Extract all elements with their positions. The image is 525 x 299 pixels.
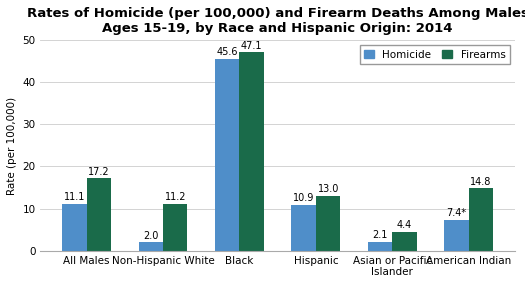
Text: 45.6: 45.6	[216, 47, 238, 57]
Bar	[239, 53, 264, 251]
Bar	[291, 205, 316, 251]
Bar	[87, 178, 111, 251]
Bar	[62, 204, 87, 251]
Bar	[163, 204, 187, 251]
Legend: Homicide, Firearms: Homicide, Firearms	[360, 45, 510, 64]
Text: 11.2: 11.2	[164, 192, 186, 202]
Bar	[368, 242, 392, 251]
Text: 4.4: 4.4	[397, 220, 412, 231]
Text: 2.1: 2.1	[372, 230, 388, 240]
Bar	[444, 219, 469, 251]
Y-axis label: Rate (per 100,000): Rate (per 100,000)	[7, 96, 17, 195]
Text: 14.8: 14.8	[470, 177, 492, 187]
Text: 13.0: 13.0	[318, 184, 339, 194]
Text: 10.9: 10.9	[293, 193, 314, 203]
Text: 11.1: 11.1	[64, 192, 85, 202]
Bar	[469, 188, 493, 251]
Bar	[139, 242, 163, 251]
Bar	[316, 196, 340, 251]
Text: 17.2: 17.2	[88, 167, 110, 177]
Text: 2.0: 2.0	[143, 231, 159, 241]
Bar	[392, 232, 417, 251]
Text: 7.4*: 7.4*	[447, 208, 467, 218]
Text: 47.1: 47.1	[241, 41, 262, 51]
Title: Rates of Homicide (per 100,000) and Firearm Deaths Among Males
Ages 15-19, by Ra: Rates of Homicide (per 100,000) and Fire…	[27, 7, 525, 35]
Bar	[215, 59, 239, 251]
